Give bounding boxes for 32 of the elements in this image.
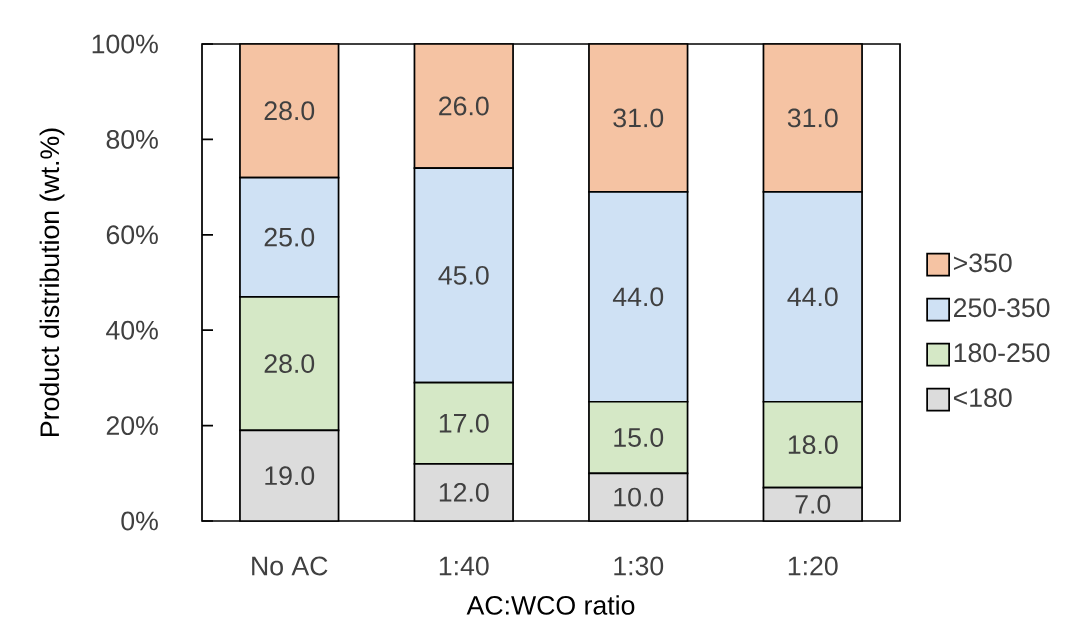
x-tick-label: 1:30	[614, 556, 664, 576]
data-label: 25.0	[264, 227, 315, 247]
data-label: 26.0	[439, 96, 489, 116]
x-axis-title: AC:WCO ratio	[466, 595, 635, 615]
data-label: 31.0	[787, 108, 838, 128]
data-label: 28.0	[264, 101, 315, 121]
data-label: 12.0	[439, 482, 489, 502]
data-label: 17.0	[439, 413, 489, 433]
data-label: 28.0	[264, 354, 315, 374]
data-label: 10.0	[614, 487, 664, 507]
data-label: 44.0	[612, 287, 664, 307]
legend-label: <180	[953, 388, 1012, 408]
y-tick-label: 20%	[106, 416, 158, 436]
data-label: 18.0	[788, 435, 838, 455]
data-label: 45.0	[438, 265, 489, 285]
x-tick-label: 1:40	[439, 556, 489, 576]
y-axis-title: Product distribution (wt.%)	[39, 128, 65, 436]
data-label: 19.0	[265, 466, 315, 486]
x-tick-label: No AC	[252, 556, 328, 576]
y-tick-label: 40%	[106, 320, 158, 340]
legend-label: 250-350	[954, 298, 1050, 318]
data-label: 7.0	[795, 494, 831, 514]
y-tick-label: 0%	[121, 511, 158, 531]
data-label: 31.0	[613, 108, 664, 128]
x-tick-label: 1:20	[788, 556, 838, 576]
data-label: 44.0	[787, 287, 838, 307]
y-tick-label: 80%	[106, 129, 158, 149]
data-label: 15.0	[614, 428, 664, 447]
legend-label: 180-250	[954, 343, 1050, 363]
y-tick-label: 100%	[92, 34, 158, 54]
legend-label: >350	[953, 253, 1012, 273]
y-tick-label: 60%	[106, 225, 158, 245]
